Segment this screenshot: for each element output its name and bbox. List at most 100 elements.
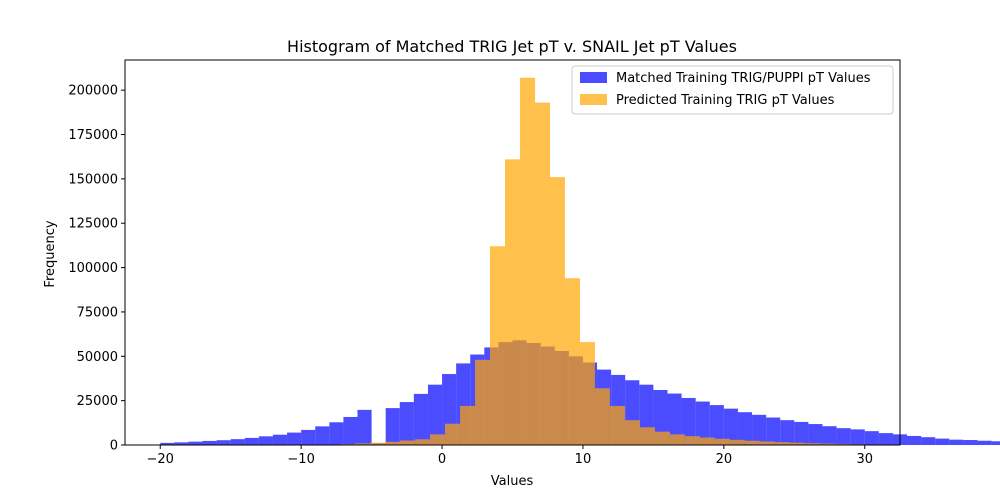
histogram-bar [564, 278, 580, 445]
histogram-bar [737, 412, 753, 445]
histogram-bar [624, 420, 640, 445]
histogram-bar [744, 440, 760, 445]
legend-frame [571, 65, 894, 115]
histogram-bar [654, 431, 670, 445]
series-1 [340, 77, 865, 446]
histogram-bar [370, 442, 386, 445]
x-tick-label: −20 [147, 452, 174, 467]
histogram-bar [921, 437, 936, 445]
y-tick-label: 100000 [68, 261, 118, 276]
histogram-bar [766, 417, 781, 445]
histogram-bar [780, 420, 795, 445]
histogram-bar [489, 246, 506, 445]
histogram-bar [789, 442, 805, 445]
histogram-bar [695, 401, 710, 445]
histogram-bar [329, 422, 344, 445]
histogram-bar [759, 441, 775, 445]
histogram-bar [878, 433, 893, 445]
histogram-bar [400, 440, 416, 445]
x-tick-label: 20 [716, 452, 733, 467]
histogram-bar [427, 384, 443, 445]
histogram-bar [202, 440, 217, 445]
histogram-bar [343, 416, 358, 445]
histogram-bar [258, 436, 273, 445]
histogram-bar [723, 408, 738, 445]
histogram-bar [357, 409, 372, 445]
histogram-bar [822, 426, 837, 445]
histogram-bar [681, 397, 696, 445]
histogram-bar [907, 435, 922, 445]
histogram-bar [549, 177, 565, 445]
x-tick-label: 30 [856, 452, 873, 467]
histogram-bar [991, 441, 1000, 445]
y-tick-label: 200000 [68, 84, 118, 99]
histogram-bar [699, 437, 715, 445]
histogram-bar [594, 388, 610, 445]
histogram-bar [864, 431, 879, 445]
histogram-bar [963, 440, 978, 445]
legend-swatch-matched [580, 72, 607, 83]
histogram-bar [287, 432, 302, 445]
histogram-bar [355, 443, 371, 445]
x-tick-label: 0 [438, 452, 446, 467]
histogram-bar [385, 408, 400, 445]
histogram-bar [399, 402, 414, 445]
histogram-bar [850, 429, 865, 445]
histogram-bar [808, 424, 823, 445]
histogram-bar [188, 441, 203, 445]
legend: Matched Training TRIG/PUPPI pT Values Pr… [571, 65, 894, 115]
legend-swatch-predicted [580, 94, 607, 105]
histogram-bar [752, 414, 767, 445]
legend-label-predicted: Predicted Training TRIG pT Values [616, 93, 835, 108]
histogram-bar [836, 428, 851, 445]
chart-title: Histogram of Matched TRIG Jet pT v. SNAI… [287, 37, 737, 56]
histogram-bar [216, 440, 231, 445]
histogram-bar [160, 442, 175, 445]
histogram-bar [774, 442, 790, 445]
histogram-bar [301, 429, 316, 445]
histogram-bar [794, 421, 809, 445]
y-tick-label: 50000 [77, 350, 118, 365]
x-axis-label: Values [491, 474, 534, 489]
histogram-bar [272, 434, 288, 445]
y-tick-label: 150000 [68, 172, 118, 187]
histogram-bar [949, 439, 964, 445]
histogram-bar [834, 443, 850, 445]
axes-layer: −20 −10 0 10 20 30 0 25000 50000 75000 100000 12500… [68, 59, 901, 467]
histogram-bar [519, 77, 536, 446]
histogram-bar [667, 393, 682, 445]
y-tick-label: 0 [110, 439, 118, 454]
histogram-bar [385, 441, 401, 445]
histogram-bar [230, 439, 245, 445]
histogram-bar [505, 159, 520, 445]
y-tick-label: 175000 [68, 128, 118, 143]
histogram-bar [445, 423, 461, 445]
histogram-bar [174, 442, 189, 445]
histogram-bar [460, 405, 476, 445]
histogram-bar [669, 434, 685, 445]
histogram-bar [415, 439, 431, 445]
histogram-bar [639, 427, 655, 445]
bars-layer [160, 77, 1000, 446]
legend-label-matched: Matched Training TRIG/PUPPI pT Values [616, 71, 871, 86]
histogram-bar [580, 342, 595, 445]
histogram-bar [413, 393, 428, 445]
x-tick-label: −10 [287, 452, 314, 467]
y-tick-label: 25000 [77, 394, 118, 409]
y-tick-label: 125000 [68, 217, 118, 232]
histogram-bar [244, 437, 259, 445]
histogram-bar [977, 440, 992, 445]
histogram-bar [475, 359, 490, 445]
histogram-bar [535, 102, 550, 445]
histogram-bar [315, 426, 330, 445]
histogram-bar [729, 439, 745, 445]
histogram-bar [935, 438, 950, 445]
histogram-bar [804, 443, 820, 445]
x-tick-label: 10 [575, 452, 592, 467]
histogram-bar [430, 434, 446, 445]
y-tick-label: 75000 [77, 305, 118, 320]
histogram-bar [609, 405, 625, 445]
histogram-bar [684, 436, 700, 445]
